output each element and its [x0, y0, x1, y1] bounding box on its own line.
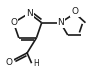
Text: H: H: [33, 59, 39, 68]
Text: O: O: [10, 18, 17, 27]
Text: O: O: [72, 7, 79, 16]
Text: N: N: [26, 9, 33, 18]
Text: N: N: [58, 18, 64, 27]
Text: O: O: [6, 58, 13, 67]
